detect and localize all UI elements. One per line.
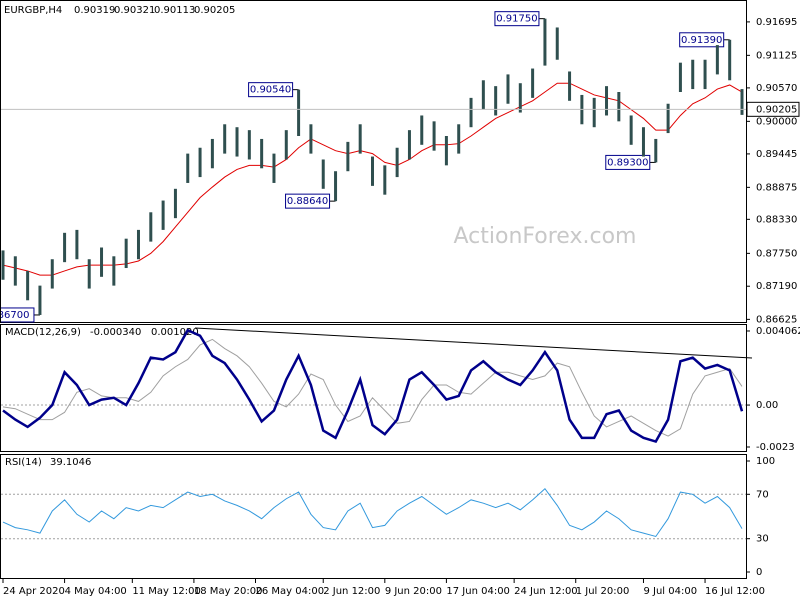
y-tick-label: 0.90000 [756,116,797,127]
x-tick-label: 18 May 20:00 [194,586,263,597]
macd-title: MACD(12,26,9) [5,327,81,338]
x-tick-label: 17 Jun 04:00 [446,586,510,597]
x-tick-label: 2 Jun 12:00 [323,586,380,597]
y-tick-label: 0.90570 [756,83,797,94]
y-tick-label: 0.004062 [756,326,800,337]
x-tick-label: 24 Jun 12:00 [514,586,578,597]
y-tick-label: 70 [756,489,769,500]
y-tick-label: 0.87750 [756,248,797,259]
signal-readout: 0.001020 [151,327,199,338]
x-tick-label: 16 Jul 12:00 [705,586,765,597]
plot-area [1,488,746,540]
quote-close: 0.90205 [194,5,235,16]
symbol-title: EURGBP,H4 [4,5,62,16]
x-tick-label: 11 May 12:00 [132,586,201,597]
rsi-line [2,488,743,538]
x-tick-label: 9 Jun 20:00 [385,586,442,597]
y-tick-label: 0 [756,567,762,578]
macd-line [2,328,744,443]
annotation-label: 0.90540 [250,85,291,96]
annotation-box [285,193,331,209]
macd-readout: -0.000340 [90,327,141,338]
rsi-pane [0,454,747,579]
plot-area: 0.91750 0.90540 0.91390 0.89300 0.88640 .8670… [0,11,743,323]
annotation-box [494,11,540,27]
macd-pane [0,324,747,452]
annotation-label: 0.88640 [287,196,328,207]
quote-low: 0.90113 [154,5,195,16]
annotation-label: 0.91390 [681,35,722,46]
x-tick-label: 9 Jul 04:00 [643,586,697,597]
annotation-box [605,154,651,170]
quote-open: 0.90319 [74,5,115,16]
y-tick-label: 0.00 [756,400,778,411]
last-price-label: 0.90205 [756,104,797,115]
y-tick-label: -0.0023 [756,442,795,453]
plot-area [1,328,746,443]
annotation-label: .86700 [0,310,29,321]
annotation-box [248,82,294,98]
x-tick-label: 26 May 04:00 [255,586,324,597]
y-tick-label: 30 [756,534,769,545]
annotation-box [1,307,35,323]
rsi-title: RSI(14) [5,457,42,468]
y-tick-label: 0.91695 [756,17,797,28]
y-tick-label: 0.89445 [756,149,797,160]
y-tick-label: 0.87190 [756,281,797,292]
trend-line [194,327,753,359]
price-pane [0,0,747,323]
annotation-box [679,32,725,48]
y-tick-label: 0.88875 [756,182,797,193]
y-tick-label: 0.86625 [756,314,797,325]
signal-line [2,338,743,437]
annotation-label: 0.89300 [607,157,648,168]
rsi-readout: 39.1046 [50,457,91,468]
quote-high: 0.90321 [114,5,155,16]
last-price-box [746,101,800,117]
annotation-label: 0.91750 [496,14,537,25]
x-tick-label: 4 May 04:00 [65,586,127,597]
watermark: ActionForex.com [454,224,637,249]
y-tick-label: 0.88330 [756,214,797,225]
x-tick-label: 24 Apr 2020 [3,586,65,597]
y-tick-label: 100 [756,456,775,467]
y-tick-label: 0.91125 [756,50,797,61]
x-tick-label: 1 Jul 20:00 [576,586,630,597]
